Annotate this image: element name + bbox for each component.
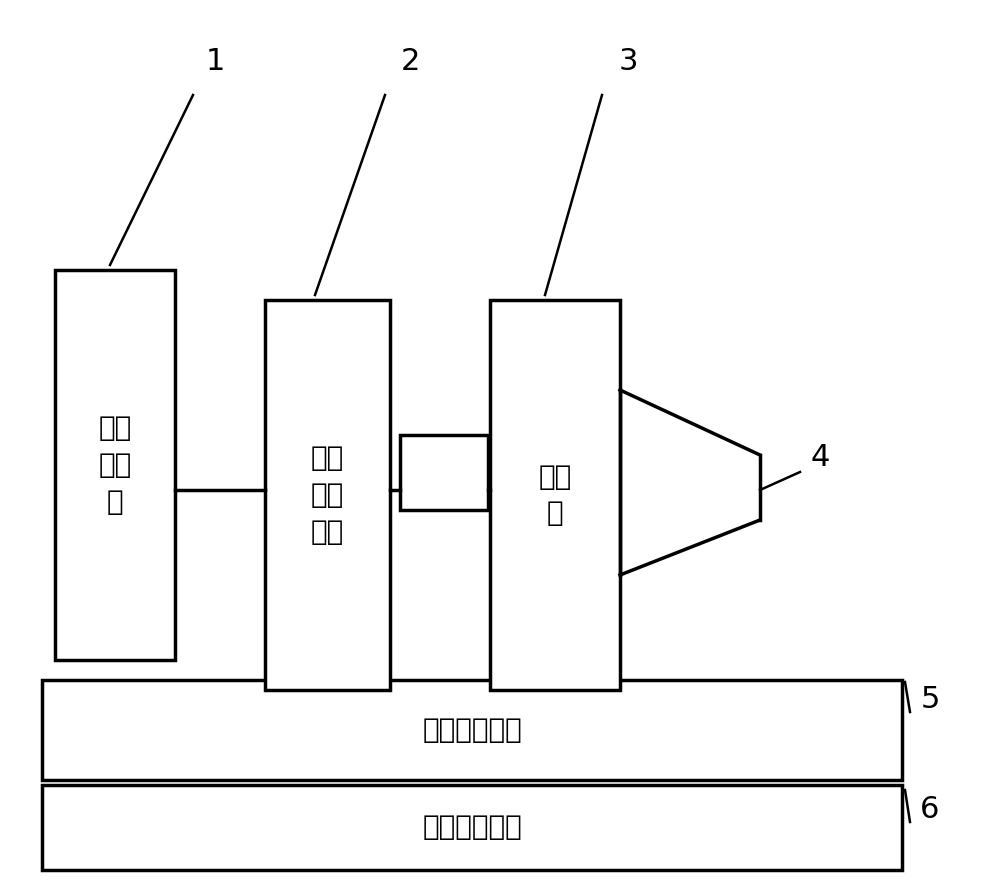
Text: 1: 1: [206, 48, 225, 77]
Bar: [42, 785, 902, 870]
Text: 调制
信号
源: 调制 信号 源: [99, 414, 132, 516]
Text: 4: 4: [810, 444, 830, 473]
Text: 第一俯仰转台: 第一俯仰转台: [422, 716, 522, 744]
Bar: [265, 300, 390, 690]
Text: 半导
体激
光器: 半导 体激 光器: [310, 444, 344, 546]
Bar: [400, 435, 488, 510]
Bar: [55, 270, 175, 660]
Text: 2: 2: [400, 48, 419, 77]
Text: 6: 6: [920, 796, 939, 825]
Text: 3: 3: [618, 48, 638, 77]
Text: 第一航向转台: 第一航向转台: [422, 813, 522, 841]
Bar: [490, 300, 620, 690]
Text: 5: 5: [920, 686, 939, 715]
Bar: [42, 680, 902, 780]
Text: 光具
座: 光具 座: [538, 463, 572, 527]
